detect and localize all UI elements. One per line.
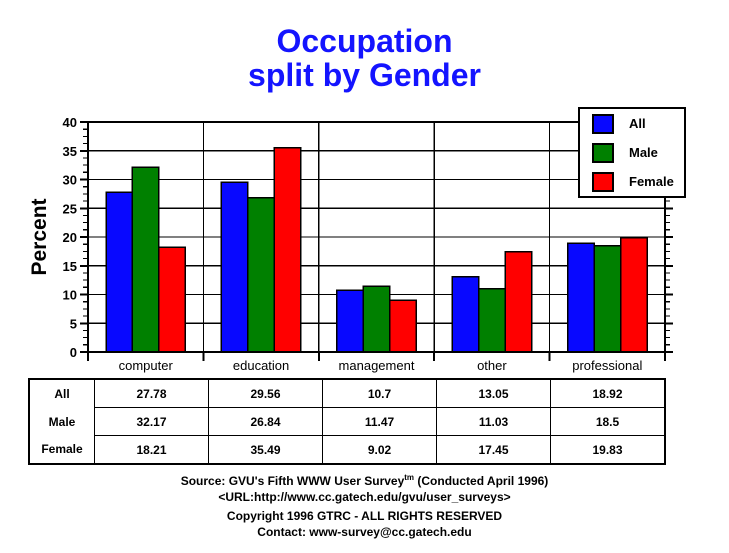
bar-other-male bbox=[477, 287, 506, 353]
data-table: All 27.78 29.56 10.7 13.05 18.92 Male 32… bbox=[28, 378, 666, 465]
category-label-other: other bbox=[477, 358, 507, 373]
footer: Source: GVU's Fifth WWW User Surveytm (C… bbox=[0, 470, 729, 540]
y-tick-label-25: 25 bbox=[63, 201, 77, 216]
y-tick-label-35: 35 bbox=[63, 144, 77, 159]
bar-computer-female bbox=[158, 246, 187, 353]
chart-title-line1: Occupation bbox=[276, 23, 453, 59]
table-cell: 27.78 bbox=[94, 378, 209, 408]
y-tick-label-0: 0 bbox=[70, 345, 77, 360]
bar-professional-male bbox=[593, 244, 622, 353]
category-label-professional: professional bbox=[572, 358, 642, 373]
chart-title: Occupation split by Gender bbox=[0, 24, 729, 92]
bar-computer-all bbox=[105, 191, 134, 353]
table-cell: 32.17 bbox=[94, 407, 209, 436]
y-tick-label-30: 30 bbox=[63, 173, 77, 188]
table-cell: 10.7 bbox=[322, 378, 437, 408]
table-cell: 18.92 bbox=[550, 378, 666, 408]
y-tick-label-5: 5 bbox=[70, 316, 77, 331]
table-cell: 29.56 bbox=[208, 378, 323, 408]
footer-source-line: Source: GVU's Fifth WWW User Surveytm (C… bbox=[0, 470, 729, 489]
table-row-label-all: All bbox=[28, 379, 95, 408]
y-tick-label-15: 15 bbox=[63, 259, 77, 274]
table-cell: 9.02 bbox=[322, 435, 437, 465]
table-cell: 11.03 bbox=[436, 407, 551, 436]
bar-education-all bbox=[220, 181, 249, 353]
y-tick-label-40: 40 bbox=[63, 115, 77, 130]
category-label-management: management bbox=[339, 358, 415, 373]
bar-other-female bbox=[504, 250, 533, 353]
footer-source-text: Source: GVU's Fifth WWW User Survey bbox=[180, 474, 405, 488]
trademark-superscript: tm bbox=[404, 473, 415, 482]
legend-label-female: Female bbox=[629, 174, 674, 189]
legend-swatch-male bbox=[592, 142, 614, 163]
footer-copyright-line: Copyright 1996 GTRC - ALL RIGHTS RESERVE… bbox=[226, 509, 503, 523]
legend-label-all: All bbox=[629, 116, 646, 131]
footer-contact-line: Contact: www-survey@cc.gatech.edu bbox=[257, 525, 472, 539]
bar-computer-male bbox=[131, 166, 160, 353]
table-cell: 18.5 bbox=[550, 407, 666, 436]
table-cell: 11.47 bbox=[322, 407, 437, 436]
table-cell: 13.05 bbox=[436, 378, 551, 408]
table-cell: 26.84 bbox=[208, 407, 323, 436]
bar-management-male bbox=[362, 285, 391, 353]
table-row-label-male: Male bbox=[28, 407, 95, 436]
bar-education-male bbox=[247, 196, 276, 353]
bar-education-female bbox=[273, 147, 302, 353]
y-tick-label-20: 20 bbox=[63, 230, 77, 245]
category-label-computer: computer bbox=[119, 358, 174, 373]
legend-swatch-all bbox=[592, 113, 614, 134]
legend-swatch-female bbox=[592, 171, 614, 192]
bar-management-female bbox=[388, 299, 417, 353]
table-row-female: Female 18.21 35.49 9.02 17.45 19.83 bbox=[28, 435, 666, 465]
bar-other-all bbox=[451, 276, 480, 353]
footer-source-date: (Conducted April 1996) bbox=[414, 474, 549, 488]
category-label-education: education bbox=[233, 358, 289, 373]
table-cell: 18.21 bbox=[94, 435, 209, 465]
table-cell: 19.83 bbox=[550, 435, 666, 465]
legend-entry-male: Male bbox=[592, 142, 684, 163]
table-cell: 35.49 bbox=[208, 435, 323, 465]
legend-entry-female: Female bbox=[592, 171, 684, 192]
table-row-all: All 27.78 29.56 10.7 13.05 18.92 bbox=[28, 378, 666, 408]
table-cell: 17.45 bbox=[436, 435, 551, 465]
y-axis-title: Percent bbox=[28, 198, 51, 275]
legend-entry-all: All bbox=[592, 113, 684, 134]
y-tick-label-10: 10 bbox=[63, 288, 77, 303]
footer-url-line: <URL:http://www.cc.gatech.edu/gvu/user_s… bbox=[218, 490, 511, 504]
bar-management-all bbox=[336, 289, 365, 353]
legend: All Male Female bbox=[578, 107, 686, 198]
bar-professional-female bbox=[619, 237, 648, 353]
table-row-male: Male 32.17 26.84 11.47 11.03 18.5 bbox=[28, 407, 666, 436]
bar-professional-all bbox=[566, 242, 595, 353]
chart-title-line2: split by Gender bbox=[248, 57, 481, 93]
legend-label-male: Male bbox=[629, 145, 658, 160]
table-row-label-female: Female bbox=[28, 435, 95, 464]
